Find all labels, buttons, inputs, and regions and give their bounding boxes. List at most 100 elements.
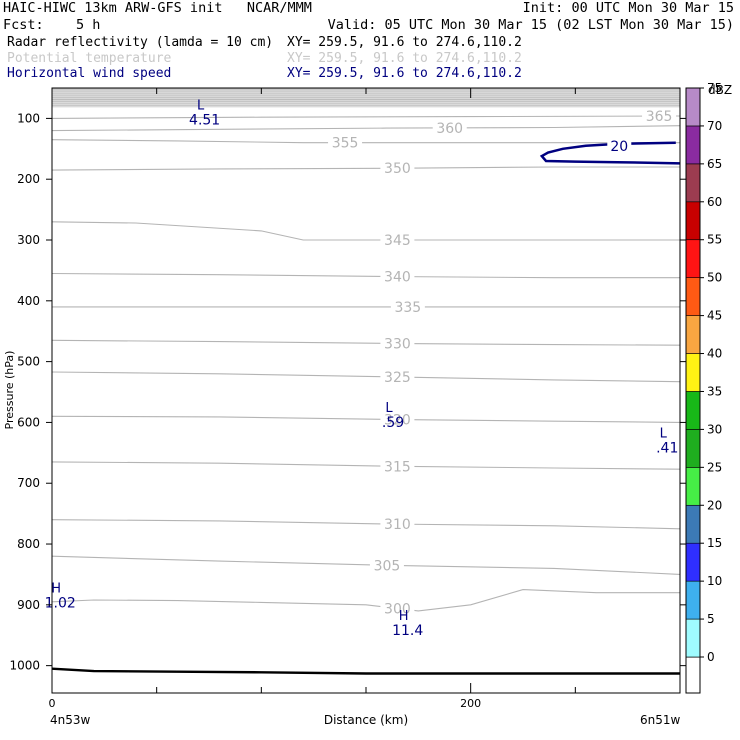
colorbar-cell [685,467,701,506]
colorbar-cell [685,201,701,241]
colorbar-label: 45 [707,309,722,323]
colorbar-label: 50 [707,271,722,285]
y-tick-label: 600 [17,415,40,429]
theta-contour-label: 360 [436,121,463,137]
theta-label-bg [380,268,415,285]
field-name-reflectivity: Radar reflectivity (lamda = 10 cm) [7,35,274,50]
valid-time: Valid: 05 UTC Mon 30 Mar 15 (02 LST Mon … [327,17,734,33]
colorbar-label: 30 [707,422,722,436]
theta-contour [51,221,680,241]
theta-contour [51,555,681,575]
y-tick-label: 1000 [9,659,40,673]
field-xy-theta: XY= 259.5, 91.6 to 274.6,110.2 [287,51,522,66]
theta-label-bg [642,108,677,125]
y-axis-label: Pressure (hPa) [3,351,16,430]
theta-contour-label: 335 [394,300,421,316]
theta-label-bg [328,134,363,151]
colorbar-label: 40 [707,347,722,361]
colorbar-label: 65 [707,157,722,171]
theta-contour-label: 340 [384,270,411,286]
wind-contour [539,141,681,165]
theta-label-bg [380,411,415,428]
theta-contour-label: 365 [646,109,673,125]
colorbar-cell [685,87,701,127]
extremum-type: L [197,98,205,113]
theta-contour-label: 330 [384,336,411,352]
theta-label-bg [380,600,415,617]
colorbar-label: 20 [707,498,722,512]
y-tick-label: 500 [17,355,40,369]
extremum-type: H [51,582,61,597]
theta-contour [51,461,681,470]
theta-label-bg [380,369,415,386]
theta-label-bg [380,458,415,475]
theta-contour [51,115,681,119]
colorbar-cell [685,315,701,354]
colorbar-label: 10 [707,574,722,588]
x-end-label: 6n51w [640,713,681,727]
wind-contour-label: 20 [610,139,628,155]
theta-contour-label: 350 [384,161,411,177]
colorbar-unit: dBZ [708,83,732,97]
colorbar-label: 15 [707,536,722,550]
theta-label-bg [369,557,404,574]
colorbar-cell [685,163,701,203]
theta-label-bg [380,160,415,177]
theta-label-bg [380,232,415,249]
theta-contour-label: 315 [384,459,411,475]
y-tick-label: 400 [17,294,40,308]
x-tick-label: 200 [460,697,481,710]
field-xy-reflectivity: XY= 259.5, 91.6 to 274.6,110.2 [287,35,522,50]
extremum-type: L [660,427,668,442]
colorbar-label: 25 [707,460,722,474]
extremum-value: .41 [656,441,678,457]
theta-contour [51,139,680,144]
colorbar-cell [685,277,701,316]
extremum-value: 11.4 [392,623,423,639]
wind-label-bg [607,137,632,154]
theta-contour-label: 325 [384,370,411,386]
theta-contour [51,166,680,171]
colorbar-cell [685,656,701,694]
y-tick-label: 700 [17,476,40,490]
y-tick-label: 800 [17,537,40,551]
colorbar-label: 55 [707,233,722,247]
colorbar-cell [685,429,701,468]
theta-label-bg [380,516,415,533]
x-tick-label: 0 [49,697,56,710]
x-axis-label: Distance (km) [324,713,408,727]
theta-label-bg [432,119,467,136]
theta-contour [51,589,680,612]
y-tick-label: 300 [17,233,40,247]
extremum-value: 4.51 [189,112,220,128]
field-name-wind: Horizontal wind speed [7,66,172,81]
reflectivity-colorbar: 0 5 10 15 20 25 30 35 40 45 50 55 60 65 70 75 [685,81,722,694]
theta-contour [51,339,681,346]
theta-contour-label: 320 [384,412,411,428]
extremum-type: L [385,401,393,416]
theta-contour [51,415,681,423]
axes: 100 200 300 400 500 600 700 800 900 1000 0 200 [9,88,686,710]
theta-contour-label: 300 [384,601,411,617]
colorbar-cell [685,542,701,582]
extremum-value: 1.02 [45,596,76,612]
colorbar-cell [685,580,701,620]
y-tick-label: 200 [17,172,40,186]
theta-contour [51,371,681,383]
theta-contour [51,272,680,279]
chart-title: HAIC-HIWC 13km ARW-GFS init NCAR/MMM [3,0,312,16]
extremum-value: .59 [382,415,404,431]
theta-contour-label: 345 [384,233,411,249]
colorbar-cell [685,239,701,278]
colorbar-cell [685,353,701,392]
surface-line [51,667,680,675]
colorbar-label: 35 [707,384,722,398]
terrain-line [51,667,680,675]
extremum-type: H [399,609,409,624]
colorbar-label: 0 [707,650,715,664]
y-tick-label: 900 [17,598,40,612]
field-xy-wind: XY= 259.5, 91.6 to 274.6,110.2 [287,66,522,81]
theta-contour-label: 305 [374,558,401,574]
